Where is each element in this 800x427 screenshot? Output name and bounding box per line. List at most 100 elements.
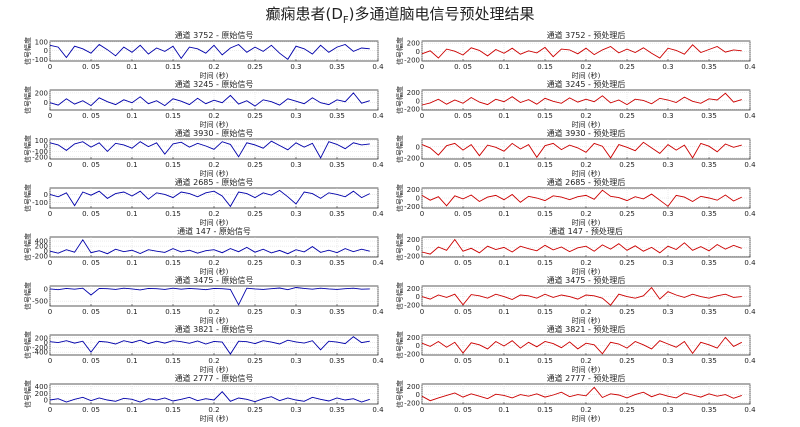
x-tick-label: 0.4 [372, 357, 384, 365]
y-tick-label: 0 [44, 285, 48, 293]
subplot-title: 通道 147 - 原始信号 [177, 226, 251, 236]
x-tick-label: 0.3 [662, 112, 673, 120]
x-axis-label: 时间 (秒) [200, 365, 229, 374]
x-tick-label: 0.1 [498, 210, 509, 218]
x-tick-label: 0.3 [662, 63, 673, 71]
x-tick-label: 0.4 [372, 210, 384, 218]
x-tick-label: 0.15 [537, 161, 553, 169]
x-tick-label: 0.15 [165, 161, 181, 169]
x-tick-label: 0. 05 [82, 161, 100, 169]
x-tick-label: 0.2 [580, 210, 591, 218]
x-tick-label: 0.3 [290, 63, 301, 71]
series-line [49, 189, 370, 208]
x-tick-label: 0 [48, 357, 52, 365]
x-tick-label: 0.25 [619, 406, 635, 414]
subplot-9: 通道 147 - 原始信号 0 0. 05 0.1 0.15 0.2 0.25 0.3 0.35… [23, 226, 384, 276]
x-tick-label: 0. 05 [82, 112, 100, 120]
x-tick-label: 0.2 [580, 161, 591, 169]
series-line [421, 141, 742, 159]
x-tick-label: 0.2 [580, 308, 591, 316]
subplot-title: 通道 3821 - 原始信号 [175, 324, 254, 334]
x-tick-label: 0.15 [537, 259, 553, 267]
series-line [49, 238, 370, 255]
x-tick-label: 0.2 [208, 308, 219, 316]
x-tick-label: 0. 05 [454, 112, 472, 120]
x-tick-label: 0. 05 [454, 357, 472, 365]
x-tick-label: 0.35 [701, 63, 717, 71]
x-axis-label: 时间 (秒) [572, 169, 601, 178]
x-tick-label: 0.2 [208, 112, 219, 120]
x-tick-label: 0. 05 [454, 161, 472, 169]
y-tick-label: 200 [35, 89, 48, 97]
x-axis-label: 时间 (秒) [572, 267, 601, 276]
x-tick-label: 0.2 [580, 63, 591, 71]
y-tick-label: 0 [416, 97, 420, 105]
x-tick-label: 0.4 [372, 63, 384, 71]
x-axis-label: 时间 (秒) [572, 414, 601, 423]
y-axis-label: 信号幅度 [23, 37, 32, 65]
subplot-11: 通道 3475 - 原始信号 0 0. 05 0.1 0.15 0.2 0.25 0.3 0.3… [23, 275, 384, 325]
subplot-13: 通道 3821 - 原始信号 0 0. 05 0.1 0.15 0.2 0.25 0.3 0.3… [23, 324, 384, 374]
y-axis-label: 信号幅度 [395, 233, 404, 261]
x-tick-label: 0.3 [662, 259, 673, 267]
x-tick-label: 0.15 [165, 112, 181, 120]
x-axis-label: 时间 (秒) [572, 365, 601, 374]
y-tick-label: -200 [404, 154, 420, 162]
x-tick-label: 0. 05 [454, 259, 472, 267]
subplot-title: 通道 147 - 预处理后 [549, 226, 623, 236]
x-tick-label: 0.4 [744, 161, 756, 169]
x-tick-label: 0 [48, 259, 52, 267]
x-tick-label: 0.25 [619, 112, 635, 120]
subplot-title: 通道 2777 - 预处理后 [547, 373, 626, 383]
y-tick-label: 0 [44, 191, 48, 199]
x-tick-label: 0.3 [662, 210, 673, 218]
x-tick-label: 0.15 [165, 308, 181, 316]
x-tick-label: 0.4 [372, 308, 384, 316]
x-tick-label: 0.35 [701, 308, 717, 316]
x-tick-label: 0 [48, 406, 52, 414]
x-tick-label: 0.25 [247, 259, 263, 267]
y-tick-label: 0 [416, 293, 420, 301]
x-tick-label: 0. 05 [82, 259, 100, 267]
series-line [49, 287, 370, 306]
x-tick-label: 0.2 [208, 161, 219, 169]
x-axis-label: 时间 (秒) [572, 120, 601, 129]
x-tick-label: 0.35 [329, 259, 345, 267]
x-tick-label: 0.4 [744, 112, 756, 120]
y-tick-label: -200 [404, 399, 420, 407]
y-tick-label: -200 [404, 106, 420, 114]
x-tick-label: 0 [420, 308, 424, 316]
x-tick-label: 0.35 [329, 63, 345, 71]
x-tick-label: 0.35 [701, 259, 717, 267]
x-tick-label: 0.35 [701, 161, 717, 169]
x-tick-label: 0.4 [744, 308, 756, 316]
y-axis-label: 信号幅度 [395, 184, 404, 212]
x-tick-label: 0.1 [126, 259, 137, 267]
y-tick-label: -200 [404, 253, 420, 261]
y-axis-label: 信号幅度 [23, 233, 32, 261]
x-tick-label: 0.3 [662, 357, 673, 365]
x-axis-label: 时间 (秒) [200, 218, 229, 227]
x-tick-label: 0.35 [329, 308, 345, 316]
subplot-3: 通道 3245 - 原始信号 0 0. 05 0.1 0.15 0.2 0.25 0.3 0.3… [23, 79, 384, 129]
y-tick-label: 100 [35, 38, 48, 46]
x-tick-label: 0.2 [208, 259, 219, 267]
y-tick-label: 0 [416, 143, 420, 151]
x-tick-label: 0.4 [372, 161, 384, 169]
x-axis-label: 时间 (秒) [200, 169, 229, 178]
x-tick-label: 0.3 [290, 112, 301, 120]
x-tick-label: 0 [420, 210, 424, 218]
x-tick-label: 0.1 [126, 161, 137, 169]
subplot-4: 通道 3245 - 预处理后 0 0. 05 0.1 0.15 0.2 0.25 0.3 0.3… [395, 79, 756, 129]
series-line [421, 189, 742, 207]
x-tick-label: 0.1 [498, 357, 509, 365]
y-tick-label: 200 [35, 390, 48, 398]
x-tick-label: 0.3 [290, 406, 301, 414]
x-tick-label: 0.4 [744, 63, 756, 71]
subplot-15: 通道 2777 - 原始信号 0 0. 05 0.1 0.15 0.2 0.25 0.3 0.3… [23, 373, 384, 423]
x-tick-label: 0.4 [744, 357, 756, 365]
x-tick-label: 0.15 [165, 259, 181, 267]
x-tick-label: 0.35 [701, 112, 717, 120]
x-tick-label: 0.25 [619, 259, 635, 267]
x-tick-label: 0 [48, 161, 52, 169]
